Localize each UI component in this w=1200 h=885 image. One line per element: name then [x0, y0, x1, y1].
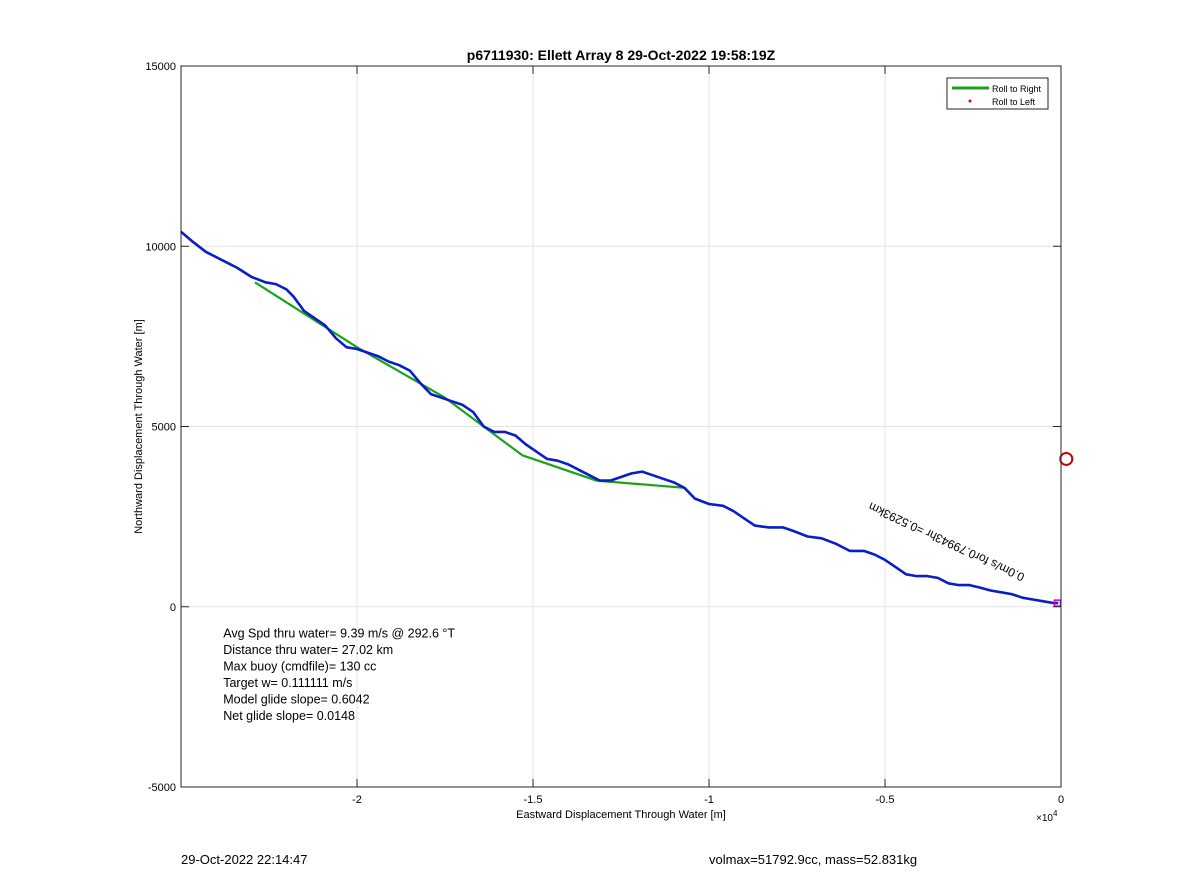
footer-volmax-mass: volmax=51792.9cc, mass=52.831kg — [709, 852, 918, 867]
y-tick-label: 5000 — [152, 422, 176, 434]
axis-ticks: -2 -1.5 -1 -0.5 0 -5000 0 5000 10000 15000 — [145, 61, 1064, 806]
legend-box — [946, 77, 1049, 110]
x-multiplier-exp: 4 — [1053, 809, 1058, 818]
y-tick-label: 0 — [170, 602, 176, 614]
legend-label: Roll to Right — [992, 84, 1042, 94]
x-axis-multiplier: ×104 — [1036, 809, 1058, 824]
annotation-line: Target w= 0.111111 m/s — [223, 676, 352, 690]
annotation-line: Net glide slope= 0.0148 — [223, 709, 355, 723]
series-line-1 — [180, 230, 1059, 605]
x-tick-label: -1 — [704, 794, 714, 806]
legend: Roll to Right Roll to Left — [946, 77, 1049, 110]
x-tick-label: -1.5 — [524, 794, 543, 806]
y-tick-label: 10000 — [145, 241, 176, 253]
x-tick-label: -0.5 — [876, 794, 895, 806]
marker-square — [1053, 599, 1062, 607]
annotation-line: Max buoy (cmdfile)= 130 cc — [223, 659, 376, 673]
x-axis-label: Eastward Displacement Through Water [m] — [516, 809, 726, 821]
stats-annotation: Avg Spd thru water= 9.39 m/s @ 292.6 °T D… — [223, 626, 455, 723]
marker-circle — [1059, 451, 1074, 466]
marker-layer — [1053, 451, 1074, 607]
legend-dot-swatch — [968, 99, 972, 103]
annotation-line: Model glide slope= 0.6042 — [223, 692, 369, 706]
x-multiplier-base: ×10 — [1036, 813, 1053, 824]
y-axis-label: Northward Displacement Through Water [m] — [133, 319, 145, 534]
y-tick-label: 15000 — [145, 61, 176, 73]
annotation-line: Avg Spd thru water= 9.39 m/s @ 292.6 °T — [223, 626, 455, 640]
footer-timestamp: 29-Oct-2022 22:14:47 — [181, 852, 308, 867]
legend-label: Roll to Left — [992, 97, 1036, 107]
y-tick-label: -5000 — [148, 782, 176, 794]
chart-title: p6711930: Ellett Array 8 29-Oct-2022 19:… — [467, 47, 776, 63]
annotation-line: Distance thru water= 27.02 km — [223, 643, 393, 657]
series-layer — [180, 230, 1059, 605]
x-tick-label: 0 — [1058, 794, 1064, 806]
x-tick-label: -2 — [352, 794, 362, 806]
